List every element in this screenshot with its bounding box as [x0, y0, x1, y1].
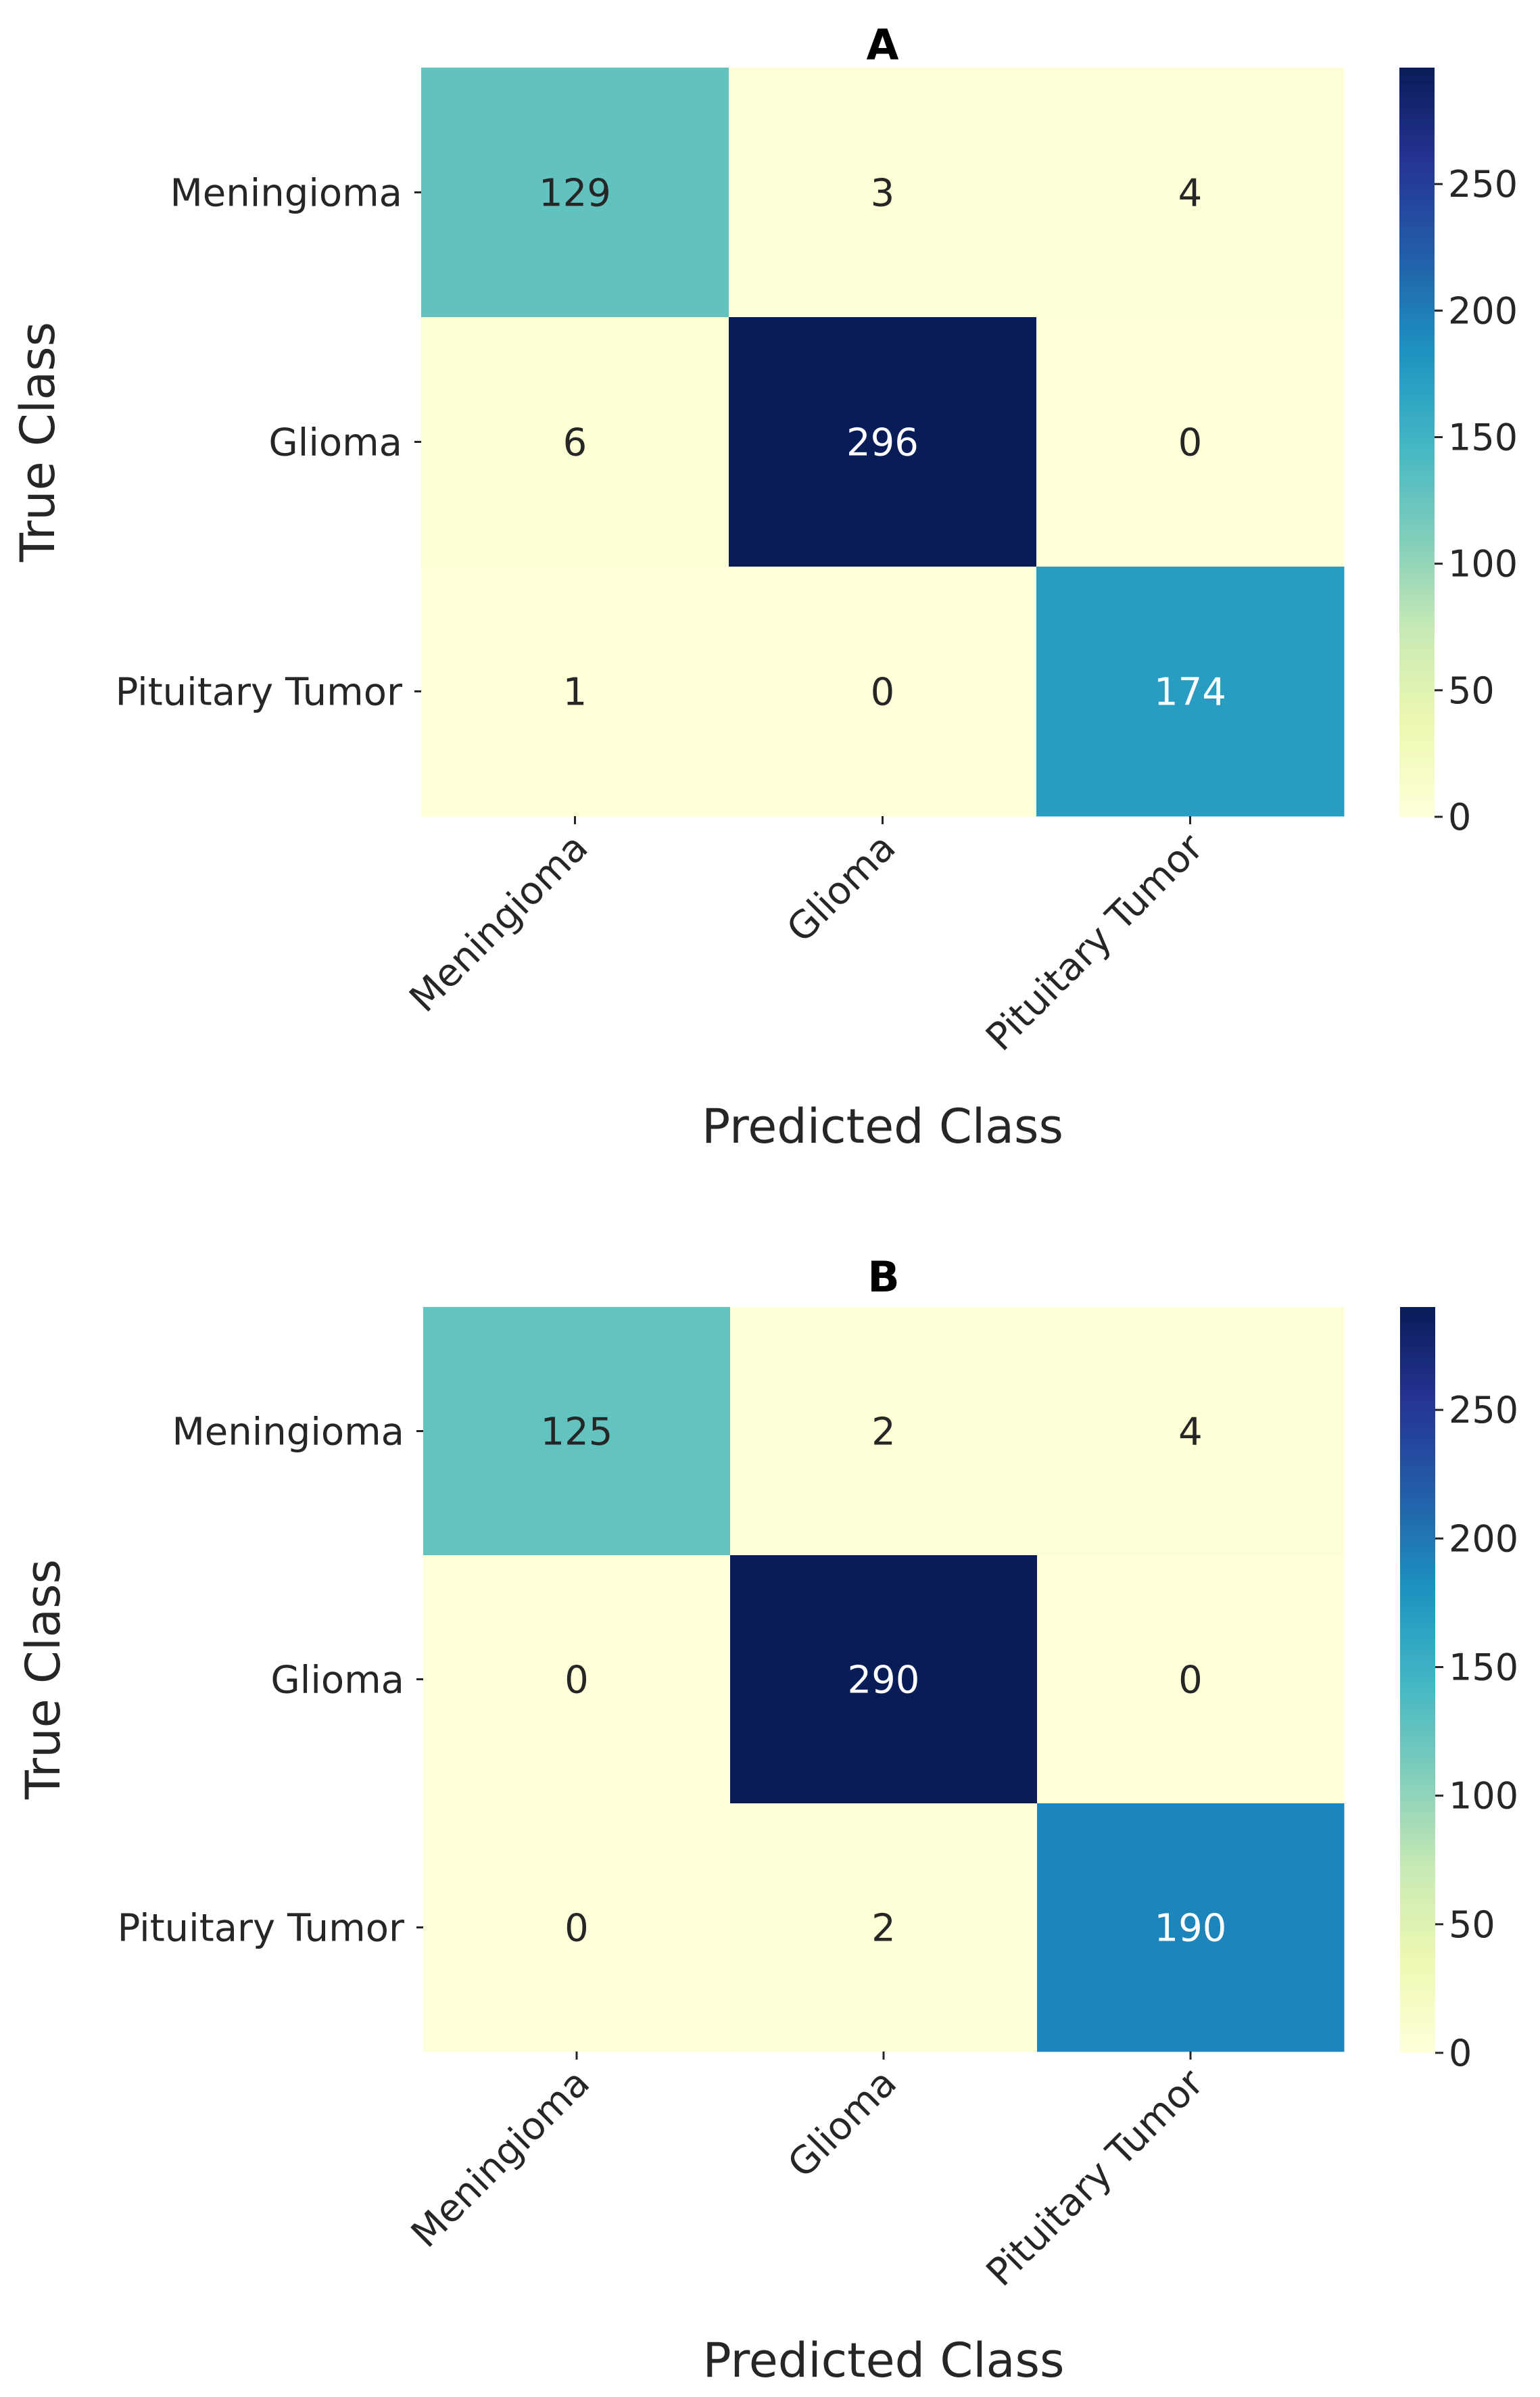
colorbar-tick-label: 200: [1448, 289, 1518, 332]
colorbar-tick-label: 150: [1448, 417, 1518, 459]
cell-value-label: 190: [1155, 1907, 1227, 1951]
x-tick-label: Meningioma: [402, 826, 597, 1021]
panel-title: B: [867, 1252, 899, 1302]
y-tick-label: Pituitary Tumor: [118, 1907, 405, 1951]
heatmap-cell: [729, 567, 1037, 817]
colorbar-tick-label: 50: [1448, 669, 1495, 712]
heatmap-cell: [1036, 567, 1345, 817]
colorbar-tick-label: 200: [1449, 1517, 1518, 1560]
y-tick-label: Meningioma: [170, 172, 402, 216]
x-axis-label: Predicted Class: [702, 1099, 1063, 1154]
cell-value-label: 129: [539, 172, 611, 216]
heatmap-cell: [423, 1555, 731, 1804]
heatmap-panel-a: A 129 3 4 6 296 0 1 0 174 Meningioma Glioma Pituitar…: [10, 20, 1518, 1154]
cell-value-label: 290: [848, 1659, 920, 1703]
colorbar: [1399, 68, 1435, 817]
y-axis-label: True Class: [10, 322, 66, 563]
heatmap-cell: [730, 1803, 1038, 2052]
y-tick-label: Glioma: [268, 421, 402, 465]
cell-value-label: 4: [1178, 1410, 1203, 1454]
heatmap-cell: [729, 68, 1037, 318]
cell-value-label: 0: [564, 1907, 589, 1951]
cell-value-label: 0: [871, 671, 895, 715]
colorbar: [1400, 1307, 1435, 2053]
y-tick-label: Meningioma: [172, 1410, 404, 1454]
cell-value-label: 3: [871, 172, 895, 216]
x-tick-label: Glioma: [779, 826, 905, 951]
heatmap-cell: [1037, 1307, 1345, 1556]
colorbar-tick-label: 100: [1449, 1775, 1518, 1818]
cell-value-label: 2: [871, 1907, 896, 1951]
heatmap-cell: [421, 317, 729, 567]
heatmap-cell: [421, 68, 729, 318]
heatmap-panel-b: B 125 2 4 0 290 0 0 2 190 Meningioma Glioma Pituitar…: [16, 1252, 1518, 2388]
y-tick-label: Glioma: [270, 1659, 404, 1703]
cell-value-label: 6: [563, 421, 587, 465]
cell-value-label: 4: [1178, 172, 1203, 216]
heatmap-cell: [423, 1803, 731, 2052]
y-axis-label: True Class: [16, 1559, 71, 1800]
cell-value-label: 2: [871, 1410, 896, 1454]
cell-value-label: 296: [846, 421, 919, 465]
colorbar-tick-label: 0: [1448, 796, 1471, 838]
heatmap-cell: [1036, 317, 1345, 567]
x-tick-label: Meningioma: [403, 2061, 598, 2256]
panel-title: A: [867, 20, 899, 70]
cell-value-label: 125: [541, 1410, 613, 1454]
heatmap-cell: [729, 317, 1037, 567]
x-tick-label: Pituitary Tumor: [978, 825, 1212, 1060]
cell-value-label: 1: [563, 671, 587, 715]
colorbar-tick-label: 0: [1449, 2032, 1472, 2074]
x-axis-label: Predicted Class: [702, 2333, 1064, 2388]
heatmap-cell: [1036, 68, 1345, 318]
colorbar-tick-label: 250: [1448, 163, 1518, 206]
colorbar-tick-label: 250: [1449, 1389, 1518, 1431]
colorbar-tick-label: 100: [1448, 543, 1518, 586]
heatmap-cell: [423, 1307, 731, 1556]
heatmap-cell: [1037, 1555, 1345, 1804]
x-tick-label: Pituitary Tumor: [978, 2060, 1213, 2295]
y-tick-label: Pituitary Tumor: [116, 671, 403, 715]
heatmap-cell: [730, 1307, 1038, 1556]
cell-value-label: 0: [564, 1659, 589, 1703]
heatmap-cell: [730, 1555, 1038, 1804]
cell-value-label: 174: [1154, 671, 1226, 715]
heatmap-cell: [1037, 1803, 1345, 2052]
colorbar-tick-label: 150: [1449, 1646, 1518, 1688]
cell-value-label: 0: [1178, 421, 1203, 465]
x-tick-label: Glioma: [779, 2061, 905, 2187]
cell-value-label: 0: [1178, 1659, 1203, 1703]
colorbar-tick-label: 50: [1449, 1903, 1495, 1946]
heatmap-cell: [421, 567, 729, 817]
